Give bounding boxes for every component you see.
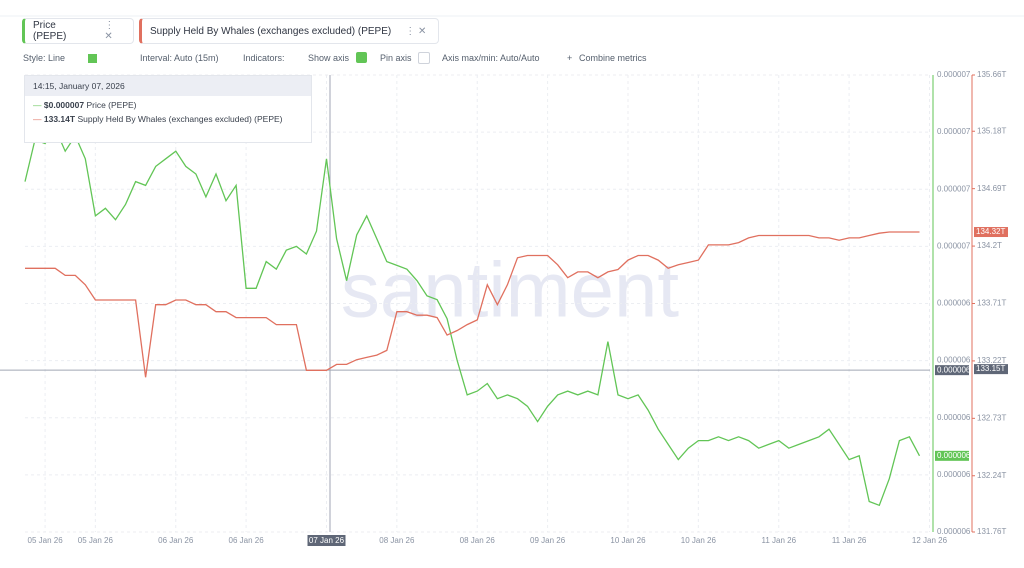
close-icon[interactable]: ⋮ ✕ <box>405 25 427 37</box>
checkbox[interactable] <box>356 52 367 63</box>
crosshair-marker <box>974 364 1008 375</box>
color-picker[interactable] <box>88 54 97 63</box>
axis-minmax-select[interactable]: Axis max/min: Auto/Auto <box>442 53 540 63</box>
tooltip-date: 14:15, January 07, 2026 <box>25 76 311 96</box>
metric-label: Supply Held By Whales (exchanges exclude… <box>150 25 392 37</box>
x-tick-label: 08 Jan 26 <box>460 536 496 545</box>
x-tick-label: 11 Jan 26 <box>832 536 867 545</box>
tooltip: 14:15, January 07, 2026 — $0.000007 Pric… <box>24 75 312 143</box>
x-crosshair-label-bg <box>307 535 346 546</box>
y-tick-label: 0.000007 <box>937 127 971 136</box>
x-tick-label: 05 Jan 26 <box>28 536 64 545</box>
close-icon[interactable]: ⋮ ✕ <box>104 20 115 42</box>
tooltip-label: Supply Held By Whales (exchanges exclude… <box>77 114 283 124</box>
y2-tick-label: 133.71T <box>977 299 1006 308</box>
x-tick-label: 08 Jan 26 <box>379 536 415 545</box>
show-axis-toggle[interactable]: Show axis <box>308 53 350 63</box>
y2-tick-label: 134.69T <box>977 184 1006 193</box>
y-tick-label: 0.000006 <box>937 299 971 308</box>
watermark: santiment <box>341 246 679 334</box>
x-tick-label: 11 Jan 26 <box>761 536 796 545</box>
y-tick-label: 0.000006 <box>937 527 971 536</box>
metric-chip[interactable]: Price (PEPE) ⋮ ✕ <box>22 18 134 44</box>
checkbox[interactable] <box>418 52 430 64</box>
style-select[interactable]: Style: Line <box>23 53 66 63</box>
pin-axis-toggle[interactable]: Pin axis <box>380 53 412 63</box>
tooltip-value: $0.000007 <box>43 100 85 110</box>
crosshair-marker <box>935 365 969 376</box>
x-tick-label: 10 Jan 26 <box>681 536 717 545</box>
y2-tick-label: 134.2T <box>977 241 1002 250</box>
combine-metrics[interactable]: Combine metrics <box>579 53 647 63</box>
value-marker <box>974 227 1008 238</box>
metric-label: Price (PEPE) <box>33 20 67 42</box>
x-tick-label: 07 Jan 26 <box>309 536 345 545</box>
y2-tick-label: 132.24T <box>977 471 1006 480</box>
y-tick-label: 0.000006 <box>937 413 971 422</box>
tooltip-row: — 133.14T Supply Held By Whales (exchang… <box>33 114 283 124</box>
value-marker-label: 0.000006 <box>937 451 971 460</box>
x-tick-label: 05 Jan 26 <box>78 536 114 545</box>
series-line <box>24 126 921 507</box>
x-tick-label: 12 Jan 26 <box>912 536 948 545</box>
tooltip-label: Price (PEPE) <box>86 100 137 110</box>
y-tick-label: 0.000007 <box>937 70 971 79</box>
y2-tick-label: 131.76T <box>977 527 1006 536</box>
y2-tick-label: 135.18T <box>977 126 1006 135</box>
plus-icon[interactable]: + <box>567 53 573 63</box>
tooltip-value: 133.14T <box>43 114 76 124</box>
value-marker-label: 134.32T <box>976 227 1005 236</box>
metric-chip[interactable]: Supply Held By Whales (exchanges exclude… <box>139 18 439 44</box>
y-tick-label: 0.000006 <box>937 356 971 365</box>
y2-tick-label: 132.73T <box>977 413 1006 422</box>
series-line <box>25 231 920 378</box>
crosshair-marker-label: 0.000006 <box>937 365 971 374</box>
x-tick-label: 06 Jan 26 <box>158 536 194 545</box>
x-tick-label: 09 Jan 26 <box>530 536 566 545</box>
tooltip-row: — $0.000007 Price (PEPE) <box>33 100 137 110</box>
indicators-select[interactable]: Indicators: <box>243 53 285 63</box>
value-marker <box>935 450 969 461</box>
interval-select[interactable]: Interval: Auto (15m) <box>140 53 219 63</box>
y-tick-label: 0.000006 <box>937 470 971 479</box>
y-tick-label: 0.000007 <box>937 241 971 250</box>
x-tick-label: 06 Jan 26 <box>229 536 265 545</box>
x-tick-label: 10 Jan 26 <box>610 536 646 545</box>
y2-tick-label: 135.66T <box>977 70 1006 79</box>
y2-tick-label: 133.22T <box>977 356 1006 365</box>
y-tick-label: 0.000007 <box>937 184 971 193</box>
crosshair-marker-label: 133.15T <box>976 364 1005 373</box>
